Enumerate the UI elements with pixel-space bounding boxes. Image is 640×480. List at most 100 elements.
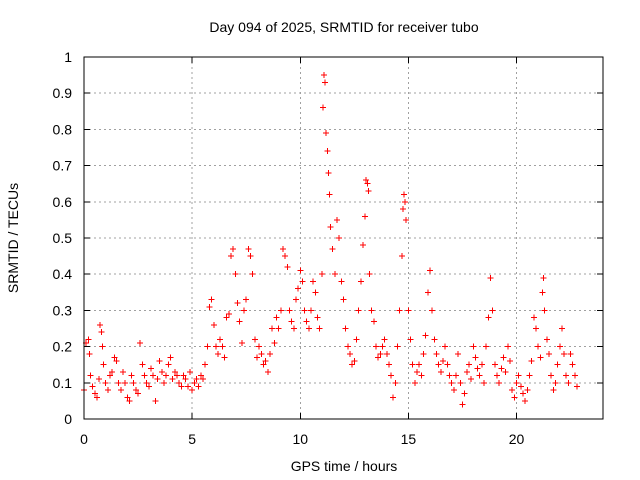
data-point-0-73 [232,271,239,278]
data-point-0-237 [567,350,574,357]
x-tick-label-3: 15 [401,431,417,447]
data-point-0-194 [476,372,483,379]
y-tick-label-1: 0.1 [53,375,73,391]
data-point-0-86 [260,361,267,368]
data-point-0-234 [561,350,568,357]
data-point-0-181 [448,379,455,386]
data-point-0-78 [243,296,250,303]
data-point-0-139 [364,180,371,187]
data-point-0-61 [206,303,213,310]
data-point-0-202 [494,372,501,379]
data-point-0-220 [532,325,539,332]
data-point-0-27 [132,387,139,394]
data-point-0-34 [148,365,155,372]
data-point-0-156 [398,253,405,260]
data-point-0-133 [353,336,360,343]
data-point-0-192 [472,354,479,361]
data-point-0-48 [178,383,185,390]
data-point-0-167 [418,372,425,379]
data-point-0-131 [349,361,356,368]
data-point-0-184 [455,350,462,357]
data-point-0-74 [234,300,241,307]
data-point-0-222 [537,354,544,361]
data-point-0-31 [141,372,148,379]
data-point-0-15 [106,372,113,379]
data-point-0-177 [439,358,446,365]
data-point-0-216 [524,387,531,394]
data-point-0-130 [346,350,353,357]
data-point-0-3 [86,350,93,357]
data-point-0-92 [273,314,280,321]
data-point-0-146 [377,350,384,357]
data-point-0-148 [381,336,388,343]
data-point-0-97 [284,263,291,270]
data-point-0-25 [128,372,135,379]
data-point-0-108 [308,307,315,314]
data-point-0-40 [161,379,168,386]
data-point-0-172 [429,307,436,314]
data-point-0-42 [165,361,172,368]
data-point-0-79 [245,245,252,252]
data-point-0-158 [401,191,408,198]
data-point-0-188 [463,368,470,375]
data-point-0-145 [375,354,382,361]
data-point-0-111 [314,314,321,321]
data-point-0-83 [254,354,260,361]
x-tick-label-0: 0 [80,431,88,447]
data-point-0-49 [180,372,187,379]
y-tick-label-6: 0.6 [53,194,73,210]
data-point-0-54 [191,379,198,386]
data-point-0-187 [461,390,468,397]
data-point-0-191 [470,343,477,350]
data-point-0-24 [126,397,133,404]
data-point-0-55 [193,376,200,383]
data-point-0-51 [184,383,191,390]
data-point-0-35 [150,372,157,379]
data-point-0-153 [392,379,399,386]
y-tick-label-3: 0.3 [53,302,73,318]
data-point-0-114 [319,104,326,111]
data-point-0-176 [437,368,444,375]
data-point-0-204 [498,365,505,372]
x-tick-label-1: 5 [188,431,196,447]
data-point-0-225 [541,307,548,314]
plot-frame [83,56,604,420]
data-point-0-195 [478,361,485,368]
data-point-0-125 [336,235,343,241]
data-point-0-142 [368,307,375,314]
x-axis-label: GPS time / hours [291,458,398,474]
data-point-0-4 [87,372,94,379]
data-point-0-186 [459,401,466,408]
data-point-0-151 [388,372,395,379]
data-point-0-193 [474,365,481,372]
data-point-0-91 [271,339,278,346]
data-point-0-119 [325,169,332,176]
data-point-0-62 [208,296,215,303]
data-point-0-155 [396,307,403,314]
data-point-0-117 [323,130,330,137]
data-point-0-116 [322,79,329,86]
data-point-0-198 [485,314,492,321]
data-point-0-98 [286,307,293,314]
data-point-0-173 [431,336,438,343]
data-point-0-19 [115,379,122,386]
data-point-0-171 [427,267,433,274]
data-point-0-164 [411,379,418,386]
data-point-0-13 [102,379,109,386]
data-point-0-38 [156,358,163,365]
data-point-0-113 [318,271,325,278]
data-point-0-132 [351,358,358,365]
data-point-0-123 [331,271,338,278]
data-point-0-174 [433,350,440,357]
data-point-0-161 [405,307,412,314]
data-point-0-5 [89,383,96,390]
data-point-0-137 [362,213,369,220]
data-point-0-46 [173,372,180,379]
data-point-0-162 [407,336,414,343]
data-point-0-163 [409,361,416,368]
data-point-0-129 [344,343,351,350]
data-point-0-231 [554,361,561,368]
data-point-0-58 [199,376,206,383]
data-point-0-238 [569,361,576,368]
